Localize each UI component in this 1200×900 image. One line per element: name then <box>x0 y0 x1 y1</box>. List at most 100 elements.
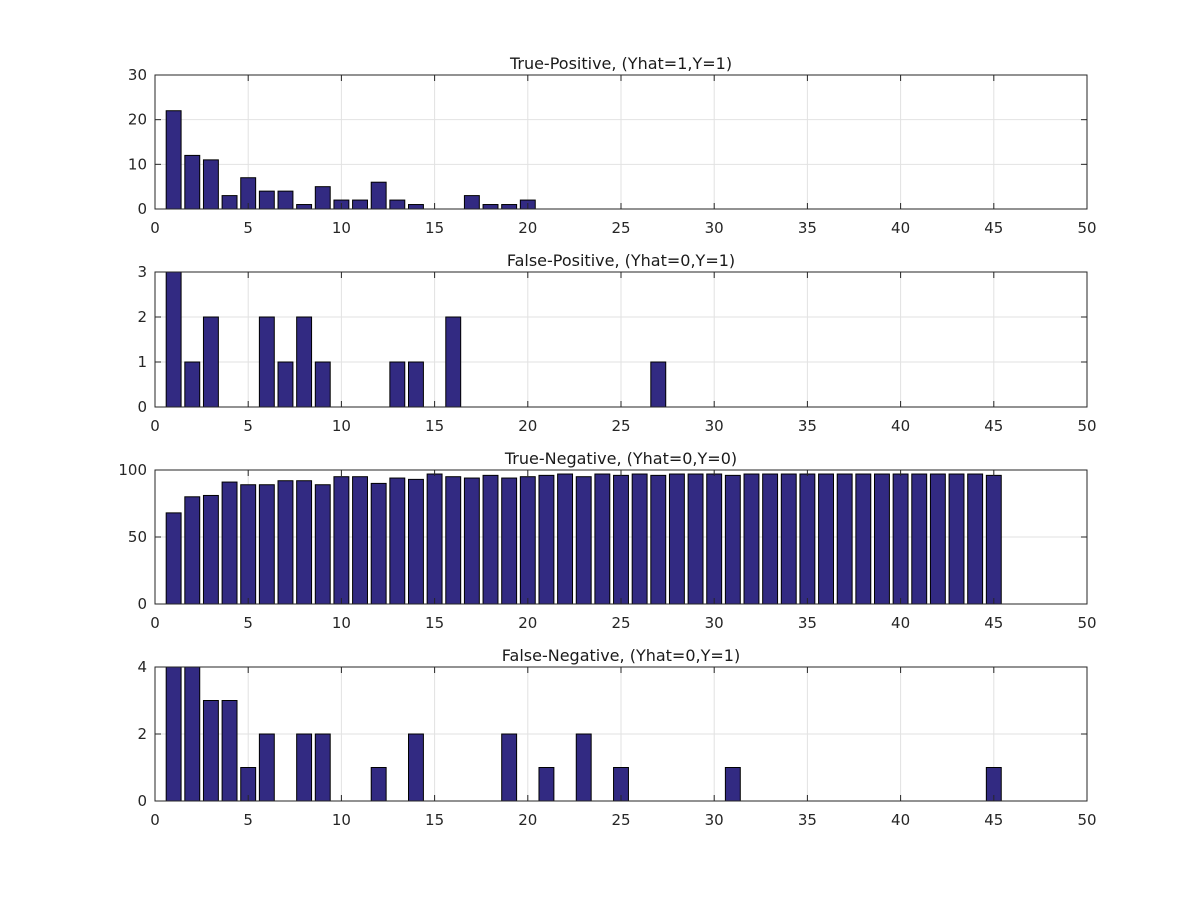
bar <box>519 476 536 605</box>
bar <box>165 110 182 210</box>
bar <box>370 767 387 802</box>
y-tick-label: 0 <box>137 398 147 416</box>
x-tick-label: 0 <box>150 417 160 435</box>
bar <box>613 474 629 605</box>
bar <box>296 480 313 605</box>
bar <box>408 361 424 408</box>
bar <box>184 666 201 802</box>
x-tick-label: 0 <box>150 614 160 632</box>
x-tick-label: 25 <box>611 219 630 237</box>
x-tick-label: 15 <box>425 614 444 632</box>
bar <box>929 473 946 605</box>
x-tick-label: 45 <box>984 811 1003 829</box>
x-tick-label: 10 <box>332 219 351 237</box>
x-tick-label: 40 <box>891 614 910 632</box>
bar <box>314 186 331 210</box>
x-tick-label: 40 <box>891 417 910 435</box>
bar <box>333 476 350 605</box>
x-tick-label: 10 <box>332 614 351 632</box>
x-tick-label: 25 <box>611 811 630 829</box>
x-tick-label: 15 <box>425 219 444 237</box>
x-tick-label: 25 <box>611 614 630 632</box>
bar <box>184 361 201 408</box>
bar <box>463 195 480 210</box>
bar <box>165 666 182 802</box>
bar <box>258 316 275 408</box>
x-tick-label: 45 <box>984 219 1003 237</box>
bar <box>724 474 741 605</box>
bar <box>706 473 723 605</box>
bar <box>352 199 368 210</box>
y-tick-label: 4 <box>137 658 147 676</box>
bar <box>594 473 611 605</box>
bar <box>277 190 294 210</box>
bar <box>202 494 219 605</box>
y-tick-label: 50 <box>128 528 147 546</box>
subplot-title: True-Negative, (Yhat=0,Y=0) <box>504 449 737 468</box>
x-tick-label: 35 <box>798 614 817 632</box>
bar <box>389 361 406 408</box>
bar <box>501 477 518 605</box>
bar <box>631 473 648 605</box>
x-tick-label: 20 <box>518 417 537 435</box>
y-tick-label: 20 <box>128 111 147 129</box>
bar <box>445 316 462 408</box>
y-tick-label: 2 <box>137 725 147 743</box>
bar <box>687 473 704 605</box>
bar <box>296 316 313 408</box>
bar <box>445 476 462 605</box>
bar <box>668 473 685 605</box>
y-tick-label: 0 <box>137 595 147 613</box>
x-tick-label: 10 <box>332 417 351 435</box>
bar <box>389 199 406 210</box>
bar <box>408 733 424 802</box>
bar <box>221 195 238 210</box>
y-tick-label: 30 <box>128 66 147 84</box>
bar <box>538 474 555 605</box>
bar <box>463 477 480 605</box>
x-tick-label: 15 <box>425 417 444 435</box>
x-tick-label: 30 <box>705 219 724 237</box>
x-tick-label: 5 <box>243 219 253 237</box>
y-tick-label: 2 <box>137 308 147 326</box>
bar <box>408 478 424 605</box>
x-tick-label: 25 <box>611 417 630 435</box>
bar <box>258 484 275 605</box>
bar <box>240 484 257 605</box>
bar <box>557 473 574 605</box>
x-tick-label: 0 <box>150 219 160 237</box>
bar <box>780 473 797 605</box>
bar <box>482 474 499 605</box>
x-tick-label: 5 <box>243 811 253 829</box>
x-tick-label: 40 <box>891 219 910 237</box>
x-tick-label: 30 <box>705 811 724 829</box>
bar <box>370 482 387 605</box>
bar <box>408 204 424 210</box>
bar <box>650 361 667 408</box>
bar <box>277 480 294 605</box>
x-tick-label: 50 <box>1077 614 1096 632</box>
x-tick-label: 5 <box>243 614 253 632</box>
x-tick-label: 50 <box>1077 811 1096 829</box>
bar <box>352 476 368 605</box>
bar <box>575 476 592 605</box>
bar <box>855 473 872 605</box>
bar <box>277 361 294 408</box>
x-tick-label: 35 <box>798 811 817 829</box>
y-tick-label: 3 <box>137 263 147 281</box>
bar <box>314 361 331 408</box>
subplot-4: 0 5 10 15 20 25 30 35 40 45 50 0 2 4 False-Negative, (… <box>137 646 1096 829</box>
y-tick-label: 100 <box>118 461 147 479</box>
bar <box>389 477 406 605</box>
bar <box>967 473 984 605</box>
bar <box>314 733 331 802</box>
bar <box>985 474 1002 605</box>
bar <box>501 733 518 802</box>
bar <box>743 473 760 605</box>
x-tick-label: 20 <box>518 614 537 632</box>
x-tick-label: 40 <box>891 811 910 829</box>
bar <box>836 473 853 605</box>
bar <box>296 204 313 210</box>
bar <box>482 204 499 210</box>
